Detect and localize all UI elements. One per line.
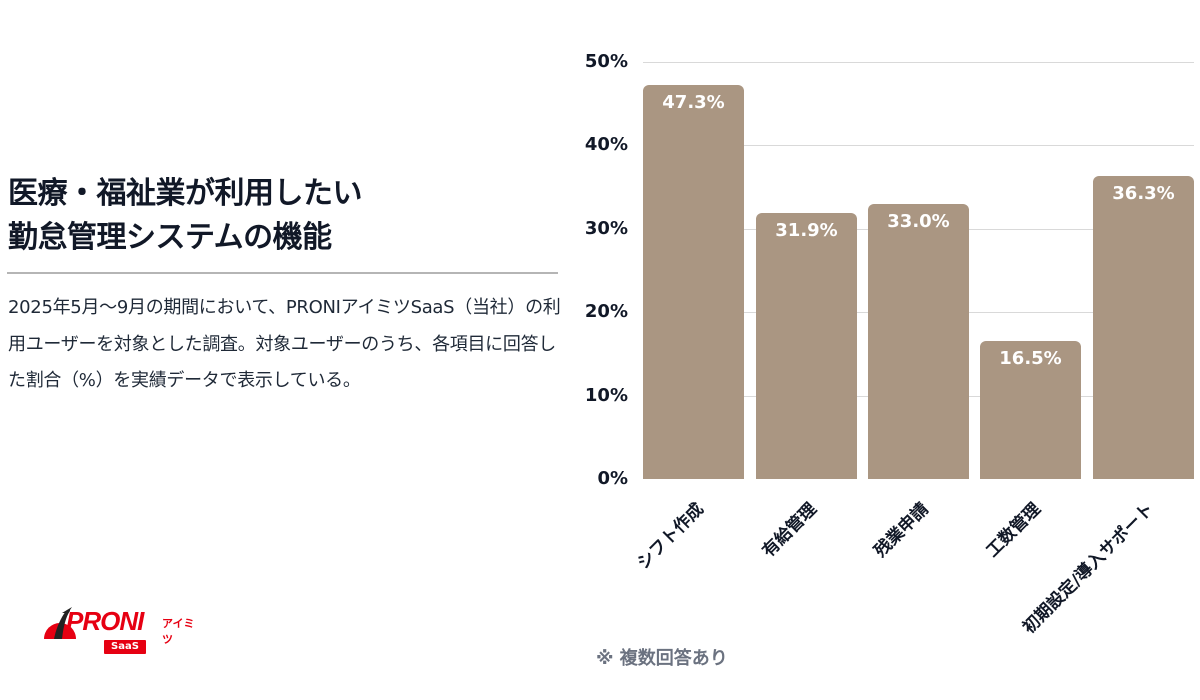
- y-axis-tick-label: 50%: [584, 51, 628, 72]
- bar: 33.0%: [868, 204, 969, 479]
- y-axis-tick-label: 30%: [584, 218, 628, 239]
- y-axis-tick-label: 20%: [584, 301, 628, 322]
- title-line-1: 医療・福祉業が利用したい: [8, 176, 363, 211]
- y-axis-tick-label: 40%: [584, 134, 628, 155]
- bar-value-label: 47.3%: [662, 92, 725, 113]
- bar-value-label: 36.3%: [1112, 183, 1175, 204]
- gridline: [643, 62, 1194, 63]
- logo-brand-sub: アイミツ: [162, 617, 195, 646]
- bar: 16.5%: [980, 341, 1081, 479]
- description-text: 2025年5月〜9月の期間において、PRONIアイミツSaaS（当社）の利用ユー…: [8, 297, 561, 391]
- y-axis-tick-label: 10%: [584, 385, 628, 406]
- bar-value-label: 16.5%: [999, 348, 1062, 369]
- bar-value-label: 33.0%: [887, 211, 950, 232]
- title-divider: [7, 272, 558, 274]
- footnote: ※ 複数回答あり: [596, 648, 728, 669]
- bar: 36.3%: [1093, 176, 1194, 479]
- page-title: 医療・福祉業が利用したい 勤怠管理システムの機能: [8, 172, 363, 260]
- bar-value-label: 31.9%: [775, 220, 838, 241]
- y-axis-tick-label: 0%: [597, 468, 628, 489]
- logo-brand: PRONI: [66, 606, 144, 636]
- x-axis-category-label: 工数管理: [982, 499, 1045, 562]
- logo-saas-badge: SaaS: [104, 640, 146, 654]
- proni-logo: PRONI アイミツ SaaS: [40, 603, 200, 655]
- penguin-logo-icon: [44, 607, 76, 639]
- bar: 47.3%: [643, 85, 744, 479]
- x-axis-category-label: 初期設定/導入サポート: [1019, 499, 1158, 638]
- bar: 31.9%: [756, 213, 857, 479]
- gridline: [643, 145, 1194, 146]
- title-line-2: 勤怠管理システムの機能: [8, 220, 332, 255]
- x-axis-category-label: 残業申請: [870, 499, 933, 562]
